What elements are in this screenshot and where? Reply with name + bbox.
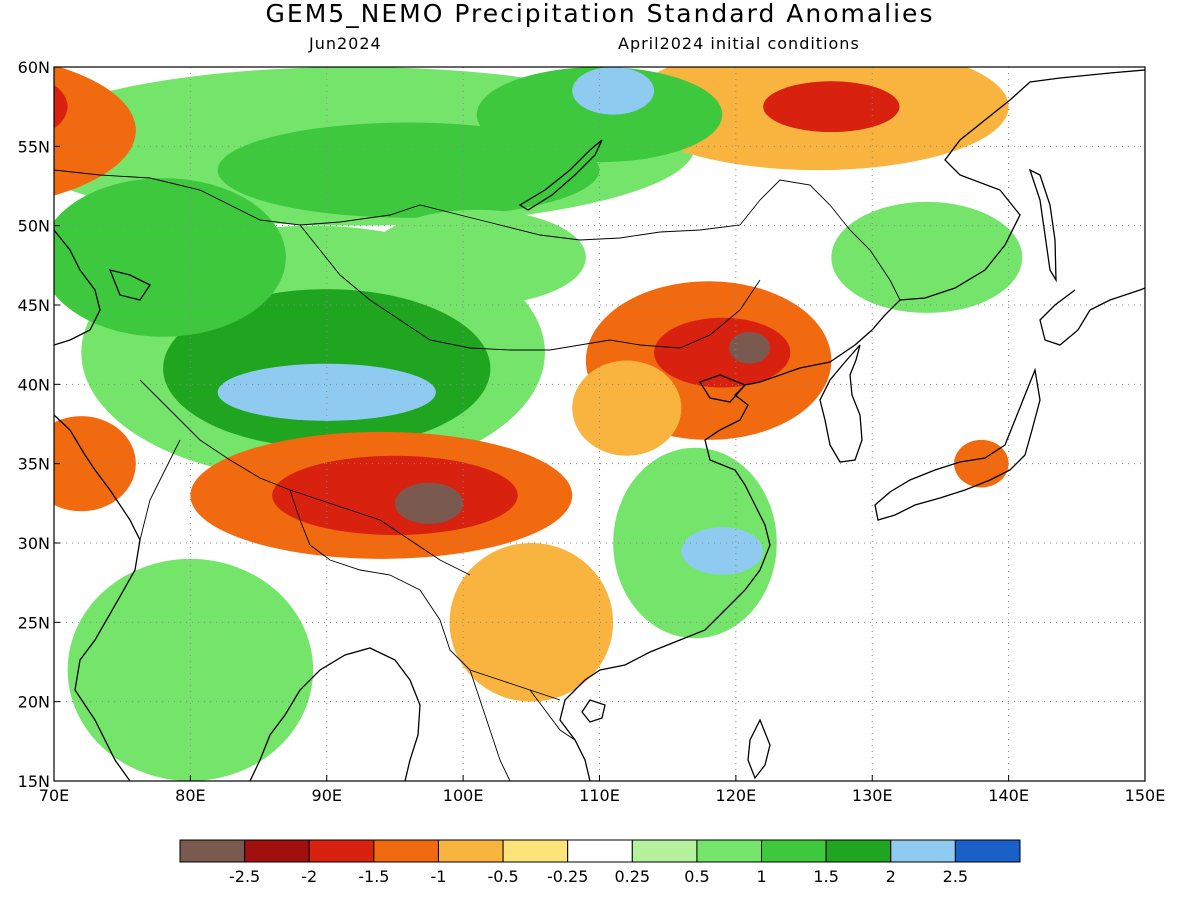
x-tick-label: 110E xyxy=(579,786,620,805)
anomaly-region xyxy=(572,67,655,115)
anomaly-region xyxy=(831,201,1023,313)
plot-area xyxy=(54,67,1145,781)
anomaly-region xyxy=(367,209,586,305)
colorbar-swatch xyxy=(631,839,698,863)
anomaly-region xyxy=(729,331,770,364)
anomaly-region xyxy=(954,439,1009,488)
y-tick-label: 55N xyxy=(18,137,50,156)
y-tick-label: 40N xyxy=(18,375,50,394)
colorbar-label: -2.5 xyxy=(229,867,260,886)
anomaly-region xyxy=(67,558,314,781)
colorbar-label: -1 xyxy=(430,867,446,886)
y-tick-label: 60N xyxy=(18,58,50,77)
anomaly-region xyxy=(394,482,464,524)
anomaly-region xyxy=(476,67,723,163)
colorbar-swatch xyxy=(954,839,1021,863)
colorbar-swatch xyxy=(567,839,633,863)
initial-conditions: April2024 initial conditions xyxy=(618,34,860,53)
anomaly-region xyxy=(572,360,682,456)
gridlines xyxy=(54,67,1145,781)
colorbar-swatch xyxy=(373,839,439,863)
colorbar-label: 2 xyxy=(886,867,896,886)
colorbar-legend: -2.5 -2 -1.5 -1 -0.5 -0.25 0.25 0.5 1 1.5 2 2.5 xyxy=(179,839,1021,886)
anomaly-region xyxy=(449,543,614,702)
colorbar-label: -0.5 xyxy=(487,867,518,886)
x-tick-label: 120E xyxy=(716,786,757,805)
colorbar-label: -0.25 xyxy=(547,867,588,886)
map-title: GEM5_NEMO Precipitation Standard Anomali… xyxy=(265,0,935,28)
x-tick-label: 70E xyxy=(39,786,69,805)
colorbar-label: -2 xyxy=(301,867,317,886)
colorbar-swatch xyxy=(825,839,892,863)
anomaly-region xyxy=(54,84,68,129)
y-tick-label: 45N xyxy=(18,296,50,315)
anomaly-region xyxy=(272,455,518,536)
colorbar-label: -1.5 xyxy=(358,867,389,886)
anomaly-region xyxy=(217,363,436,421)
anomaly-region xyxy=(654,317,791,388)
x-tick-label: 80E xyxy=(175,786,205,805)
colorbar-swatch xyxy=(890,839,956,863)
y-tick-label: 20N xyxy=(18,693,50,712)
y-tick-label: 35N xyxy=(18,455,50,474)
anomaly-region xyxy=(763,81,900,133)
anomaly-region xyxy=(54,178,286,337)
anomaly-region xyxy=(54,67,136,196)
colorbar-swatch xyxy=(179,839,246,863)
x-axis: 70E 80E 90E 100E 110E 120E 130E 140E 150E xyxy=(39,775,1166,805)
anomaly-region xyxy=(54,416,136,512)
colorbar-swatch xyxy=(244,839,310,863)
x-tick-label: 90E xyxy=(312,786,342,805)
x-tick-label: 100E xyxy=(443,786,484,805)
colorbar-swatch xyxy=(761,839,827,863)
colorbar-label: 1.5 xyxy=(813,867,838,886)
anomaly-region xyxy=(681,527,764,575)
colorbar-swatch xyxy=(437,839,504,863)
y-tick-label: 30N xyxy=(18,534,50,553)
colorbar-swatch xyxy=(502,839,569,863)
colorbar-label: 0.5 xyxy=(684,867,709,886)
x-tick-label: 140E xyxy=(988,786,1029,805)
colorbar-label: 0.25 xyxy=(614,867,650,886)
anomaly-fields xyxy=(54,67,1023,781)
colorbar-swatch xyxy=(696,839,763,863)
y-tick-label: 25N xyxy=(18,613,50,632)
y-axis: 15N 20N 25N 30N 35N 40N 45N 50N 55N 60N xyxy=(18,58,60,791)
forecast-month: Jun2024 xyxy=(309,34,382,53)
coastlines xyxy=(54,69,1145,781)
x-tick-label: 150E xyxy=(1125,786,1166,805)
y-tick-label: 50N xyxy=(18,217,50,236)
colorbar-label: 2.5 xyxy=(943,867,968,886)
colorbar-swatch xyxy=(308,839,375,863)
x-tick-label: 130E xyxy=(852,786,893,805)
colorbar-label: 1 xyxy=(756,867,766,886)
y-tick-label: 15N xyxy=(18,772,50,791)
country-borders xyxy=(54,169,901,781)
